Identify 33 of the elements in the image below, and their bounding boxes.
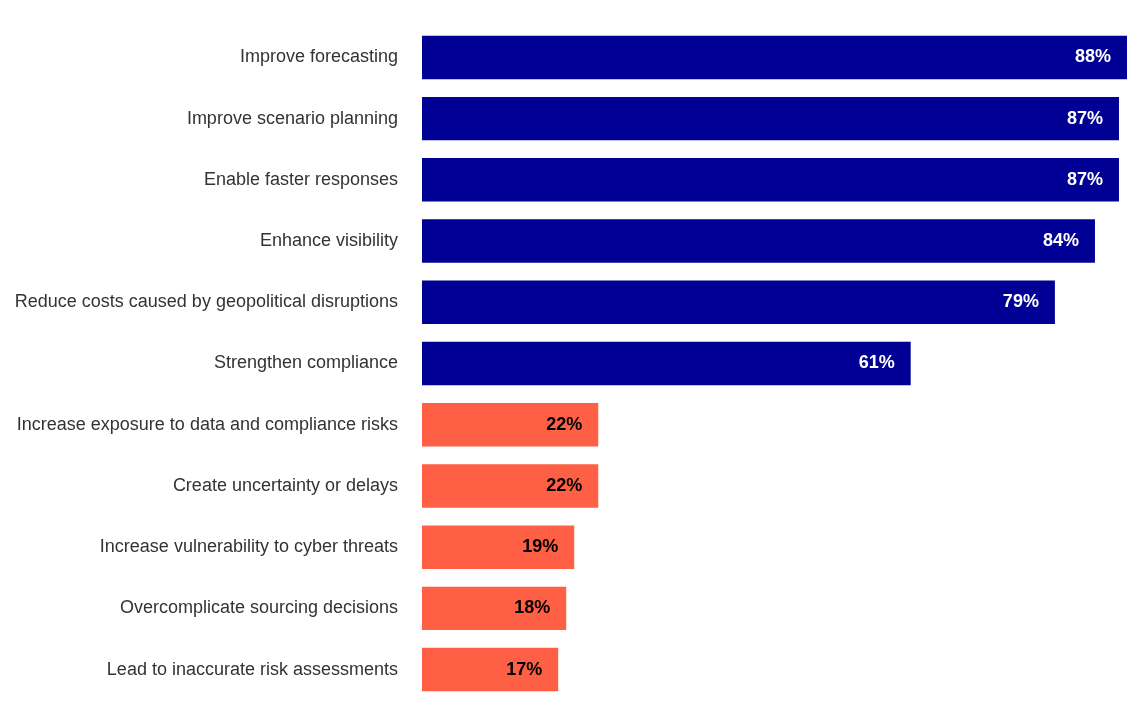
bar <box>422 219 1095 263</box>
y-tick-label: Overcomplicate sourcing decisions <box>119 597 398 618</box>
y-tick-label: Create uncertainty or delays <box>172 474 398 495</box>
data-label: 18% <box>514 597 551 618</box>
bar <box>422 647 559 692</box>
bar <box>422 341 911 386</box>
data-label: 17% <box>506 658 543 679</box>
y-tick-label: Improve forecasting <box>239 46 398 67</box>
data-label: 84% <box>1042 230 1079 251</box>
data-label: 22% <box>546 474 583 495</box>
y-tick-label: Improve scenario planning <box>186 107 398 128</box>
y-tick-label: Reduce costs caused by geopolitical disruptions <box>14 291 398 312</box>
y-tick-label: Increase exposure to data and compliance risks <box>16 413 398 434</box>
bar <box>422 280 1055 325</box>
data-label: 87% <box>1066 107 1103 128</box>
bar <box>422 586 567 631</box>
bar <box>422 96 1119 141</box>
bar <box>422 158 1119 202</box>
bar <box>422 464 599 508</box>
bar <box>422 402 599 447</box>
bar <box>422 525 575 569</box>
y-tick-label: Enable faster responses <box>203 168 398 189</box>
data-label: 19% <box>522 536 559 557</box>
data-label: 87% <box>1066 168 1103 189</box>
data-label: 61% <box>858 352 895 373</box>
y-tick-label: Lead to inaccurate risk assessments <box>106 658 398 679</box>
y-tick-label: Increase vulnerability to cyber threats <box>99 536 398 557</box>
y-tick-label: Enhance visibility <box>259 230 398 251</box>
data-label: 79% <box>1002 291 1039 312</box>
data-label: 22% <box>546 413 583 434</box>
bar <box>422 35 1127 80</box>
y-tick-label: Strengthen compliance <box>213 352 398 373</box>
data-label: 88% <box>1074 46 1111 67</box>
